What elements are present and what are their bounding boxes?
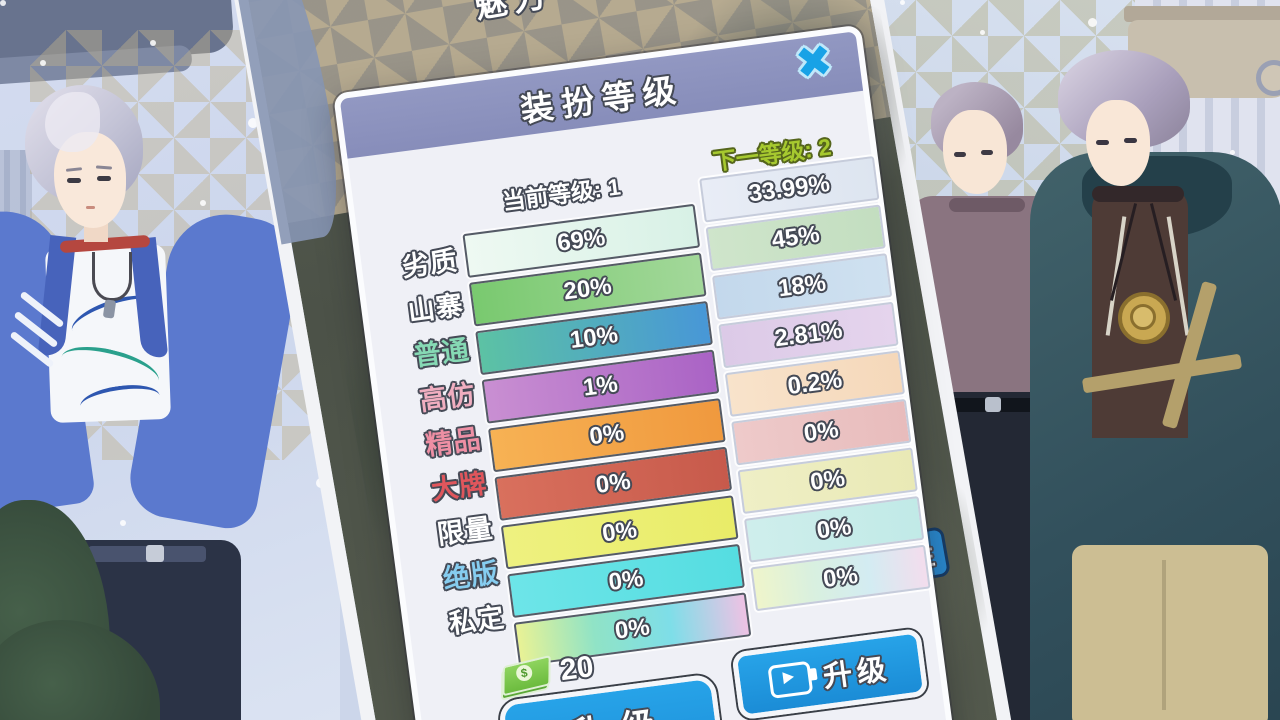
face [943,110,1007,194]
face [1086,100,1150,186]
dressup-level-dialog: 装扮等级 ✖ 当前等级: 1 下一等级: 2 劣质 山寨 普通 高仿 精品 大牌… [333,24,964,720]
quality-rate-table: 劣质 山寨 普通 高仿 精品 大牌 限量 绝版 私定 69% 20% 10% 1… [373,155,931,667]
ad-upgrade-label: 升级 [821,653,893,694]
character-right-illustration [1030,40,1280,720]
sparkles [900,0,905,5]
sparkles [0,0,6,6]
close-button[interactable]: ✖ [781,29,846,94]
money-bills-icon: $ [498,654,551,701]
money-amount: 20 [558,650,596,688]
video-ad-icon [767,660,814,699]
ad-upgrade-button[interactable]: 升级 [731,627,929,720]
row-label: 私定 [447,602,507,640]
current-level-column: 69% 20% 10% 1% 0% 0% 0% 0% 0% [462,203,752,672]
close-icon: ✖ [792,35,836,89]
